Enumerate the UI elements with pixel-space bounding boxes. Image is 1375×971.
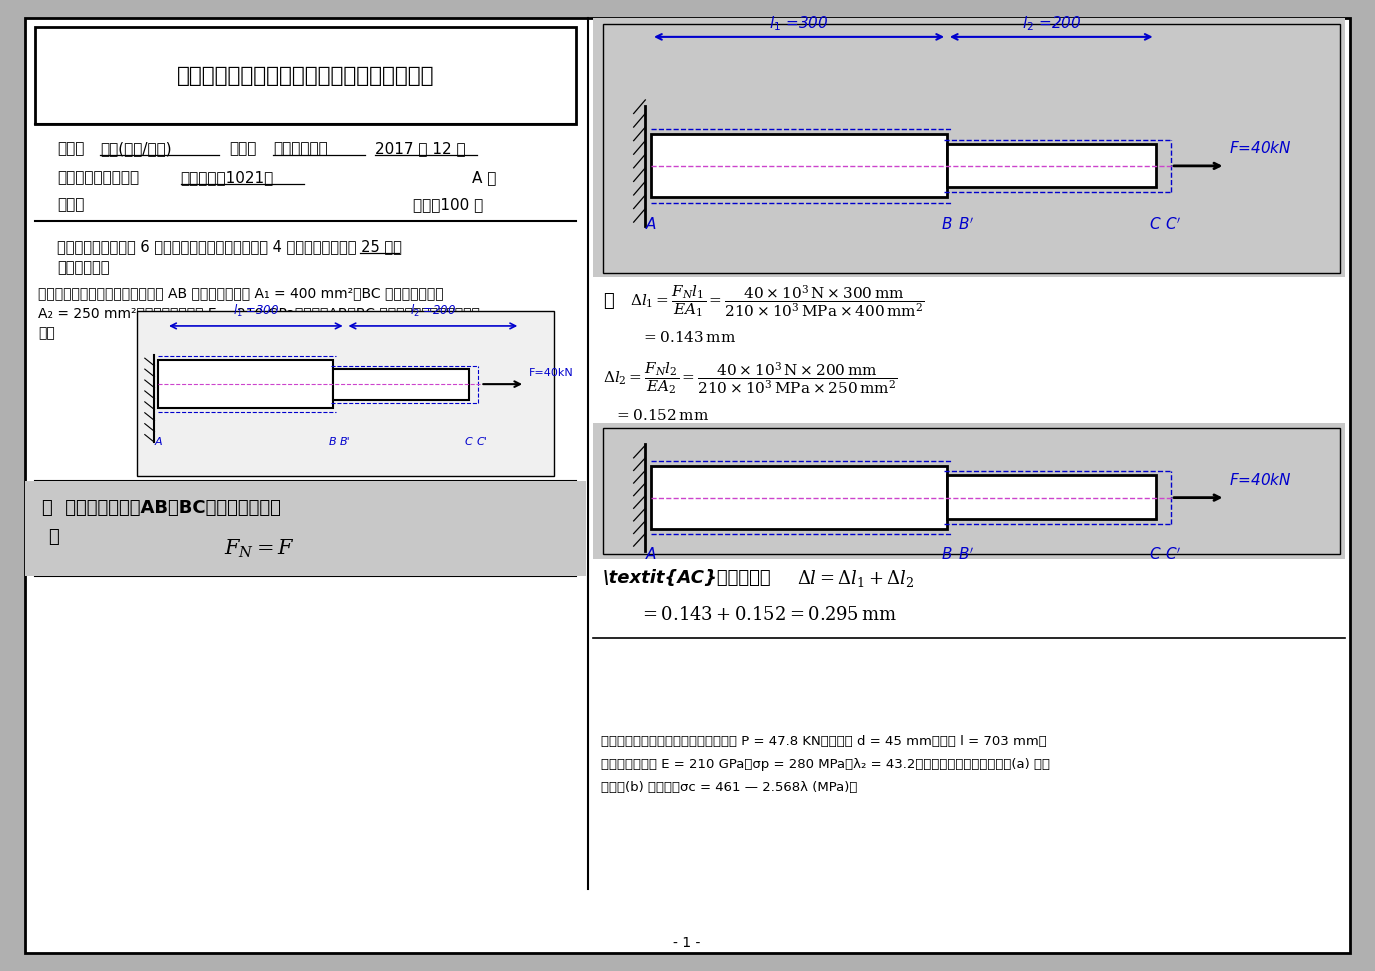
Bar bbox=[158, 360, 333, 409]
Text: $l_1$ =300: $l_1$ =300 bbox=[770, 15, 829, 33]
Text: - 1 -: - 1 - bbox=[674, 936, 701, 950]
Text: $F$=40kN: $F$=40kN bbox=[1229, 140, 1292, 156]
Bar bbox=[333, 369, 469, 400]
Text: $B'$: $B'$ bbox=[958, 217, 975, 233]
Text: $= 0.152\,\mathrm{mm}$: $= 0.152\,\mathrm{mm}$ bbox=[615, 408, 710, 422]
Bar bbox=[652, 466, 947, 528]
Text: $F$=40kN: $F$=40kN bbox=[1229, 472, 1292, 487]
Bar bbox=[947, 476, 1155, 519]
Text: 解  由静力平衡知，AB、BC两段的轴力均为: 解 由静力平衡知，AB、BC两段的轴力均为 bbox=[43, 499, 280, 518]
Bar bbox=[36, 27, 576, 124]
Text: F=40kN: F=40kN bbox=[529, 368, 573, 379]
Text: $C'$: $C'$ bbox=[1165, 217, 1181, 233]
Text: $C$: $C$ bbox=[1150, 546, 1162, 562]
Bar bbox=[25, 482, 586, 576]
Text: 故: 故 bbox=[602, 291, 613, 310]
Text: 要求：该试卷共包含 6 道题目，请考生自主选择其中 4 道题目作答，每题 25 分，: 要求：该试卷共包含 6 道题目，请考生自主选择其中 4 道题目作答，每题 25 … bbox=[58, 239, 403, 253]
Text: $C$: $C$ bbox=[1150, 217, 1162, 232]
Text: $F_N = F$: $F_N = F$ bbox=[224, 538, 296, 560]
Text: 类别：: 类别： bbox=[58, 141, 85, 156]
Bar bbox=[602, 24, 1339, 273]
Text: $l_2$ =200: $l_2$ =200 bbox=[410, 303, 457, 319]
Text: 专业：: 专业： bbox=[230, 141, 257, 156]
Text: 2017 年 12 月: 2017 年 12 月 bbox=[374, 141, 465, 156]
Text: 课程名称【编号】：: 课程名称【编号】： bbox=[58, 170, 140, 185]
Bar bbox=[947, 144, 1155, 187]
Text: A 卷: A 卷 bbox=[472, 170, 496, 185]
Text: C': C' bbox=[477, 438, 488, 448]
Text: $\Delta l_2 = \dfrac{F_N l_2}{E A_2} = \dfrac{40 \times 10^3\,\mathrm{N} \times : $\Delta l_2 = \dfrac{F_N l_2}{E A_2} = \… bbox=[602, 360, 898, 396]
Text: 量。: 量。 bbox=[38, 325, 55, 340]
Bar bbox=[593, 423, 1345, 558]
Text: \textit{AC}杆的总伸长: \textit{AC}杆的总伸长 bbox=[602, 569, 771, 587]
Bar bbox=[138, 312, 554, 477]
Text: 大作业: 大作业 bbox=[58, 197, 85, 213]
Text: $\Delta l_1 = \dfrac{F_N l_1}{E A_1} = \dfrac{40 \times 10^3\,\mathrm{N} \times : $\Delta l_1 = \dfrac{F_N l_1}{E A_1} = \… bbox=[630, 283, 924, 318]
Text: 网教(网教/成教): 网教(网教/成教) bbox=[100, 141, 172, 156]
Text: 公式；(b) 直线公式σc = 461 — 2.568λ (MPa)。: 公式；(b) 直线公式σc = 461 — 2.568λ (MPa)。 bbox=[601, 781, 857, 794]
Text: B': B' bbox=[340, 438, 349, 448]
Bar bbox=[652, 134, 947, 197]
Text: 一、一阶梯状钢杆受力如图，已知 AB 段的横截面面积 A₁ = 400 mm²，BC 段的横截面面积: 一、一阶梯状钢杆受力如图，已知 AB 段的横截面面积 A₁ = 400 mm²，… bbox=[38, 285, 444, 300]
Bar bbox=[602, 428, 1339, 553]
Text: $\Delta l = \Delta l_1 + \Delta l_2$: $\Delta l = \Delta l_1 + \Delta l_2$ bbox=[796, 568, 914, 588]
Bar bbox=[593, 18, 1345, 278]
Text: 多答不得分。: 多答不得分。 bbox=[58, 260, 110, 275]
Text: $= 0.143\,\mathrm{mm}$: $= 0.143\,\mathrm{mm}$ bbox=[641, 330, 737, 345]
Text: C: C bbox=[465, 438, 473, 448]
Text: $A$: $A$ bbox=[645, 546, 657, 562]
Text: 满分：100 分: 满分：100 分 bbox=[414, 197, 484, 213]
Text: $A$: $A$ bbox=[645, 217, 657, 232]
Text: B: B bbox=[329, 438, 337, 448]
Text: $B$: $B$ bbox=[942, 546, 953, 562]
Text: 材料工程技术: 材料工程技术 bbox=[272, 141, 327, 156]
Text: 二、一根两端铰支钢杆，所受最大压力 P = 47.8 KN。其直径 d = 45 mm，长度 l = 703 mm。: 二、一根两端铰支钢杆，所受最大压力 P = 47.8 KN。其直径 d = 45… bbox=[601, 735, 1046, 748]
Text: $B$: $B$ bbox=[942, 217, 953, 232]
Text: A₂ = 250 mm²，材料的弹性模量 E = 210 GPa。试求：AB、BC 段的伸长量以及杆的总伸长: A₂ = 250 mm²，材料的弹性模量 E = 210 GPa。试求：AB、B… bbox=[38, 306, 480, 320]
Text: 钢材的弹性模量 E = 210 GPa，σp = 280 MPa，λ₂ = 43.2。计算临界压力的公式有：(a) 欧拉: 钢材的弹性模量 E = 210 GPa，σp = 280 MPa，λ₂ = 43… bbox=[601, 758, 1049, 771]
Text: ：: ： bbox=[48, 528, 59, 547]
Text: $C'$: $C'$ bbox=[1165, 546, 1181, 563]
Text: 西南大学网络与继续教育学院课程考试试题卷: 西南大学网络与继续教育学院课程考试试题卷 bbox=[177, 66, 434, 85]
Text: A: A bbox=[154, 438, 162, 448]
Text: $= 0.143 + 0.152 = 0.295\,\mathrm{mm}$: $= 0.143 + 0.152 = 0.295\,\mathrm{mm}$ bbox=[639, 606, 898, 624]
Text: $l_1$ =300: $l_1$ =300 bbox=[232, 303, 279, 319]
Text: $l_2$ =200: $l_2$ =200 bbox=[1022, 15, 1081, 33]
Text: $B'$: $B'$ bbox=[958, 546, 975, 563]
Text: 材料力学【1021】: 材料力学【1021】 bbox=[180, 170, 274, 185]
